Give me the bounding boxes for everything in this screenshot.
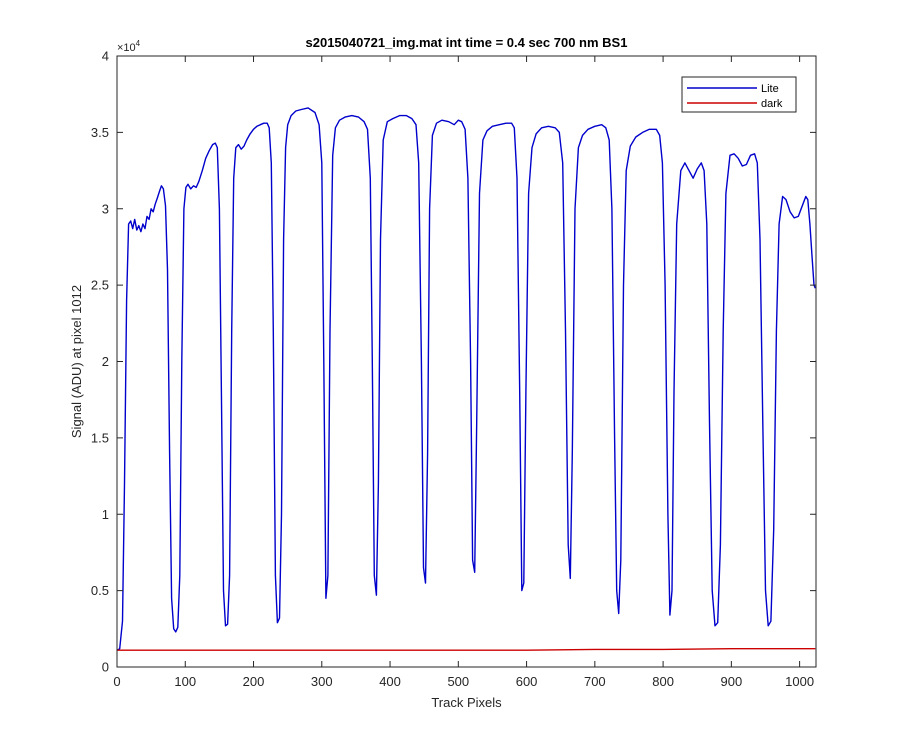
y-axis-exponent: ×104 [117,39,141,54]
legend-label-dark: dark [761,98,783,110]
y-tick-label: 2 [102,354,109,369]
y-tick-label: 1.5 [91,430,109,445]
series-line-lite [116,107,816,651]
x-tick-label: 100 [174,674,196,689]
x-tick-label: 600 [516,674,538,689]
y-tick-label: 4 [102,49,109,64]
legend-label-lite: Lite [761,83,779,95]
chart-title: s2015040721_img.mat int time = 0.4 sec 7… [306,35,628,50]
y-tick-label: 0 [102,660,109,675]
y-tick-label: 3 [102,201,109,216]
series-line-dark [117,648,816,651]
legend-box [681,76,797,113]
x-tick-label: 500 [447,674,469,689]
x-tick-label: 1000 [785,674,814,689]
x-tick-label: 800 [652,674,674,689]
y-axis-exponent-base: ×10 [117,42,136,54]
legend: Lite dark [681,76,797,113]
y-axis: 0 0.5 1 1.5 2 2.5 3 3.5 4 [91,49,816,675]
x-tick-label: 700 [584,674,606,689]
y-axis-exponent-power: 4 [136,39,141,48]
y-tick-label: 1 [102,507,109,522]
x-tick-label: 900 [721,674,743,689]
series-group [116,107,816,651]
y-tick-label: 2.5 [91,278,109,293]
y-axis-label: Signal (ADU) at pixel 1012 [69,285,84,438]
x-tick-label: 400 [379,674,401,689]
y-tick-label: 3.5 [91,125,109,140]
x-tick-label: 200 [243,674,265,689]
x-axis-label: Track Pixels [431,695,502,710]
x-tick-label: 300 [311,674,333,689]
y-tick-label: 0.5 [91,583,109,598]
x-tick-label: 0 [113,674,120,689]
x-axis: 0 100 200 300 400 500 600 700 800 900 1000 [113,56,814,689]
